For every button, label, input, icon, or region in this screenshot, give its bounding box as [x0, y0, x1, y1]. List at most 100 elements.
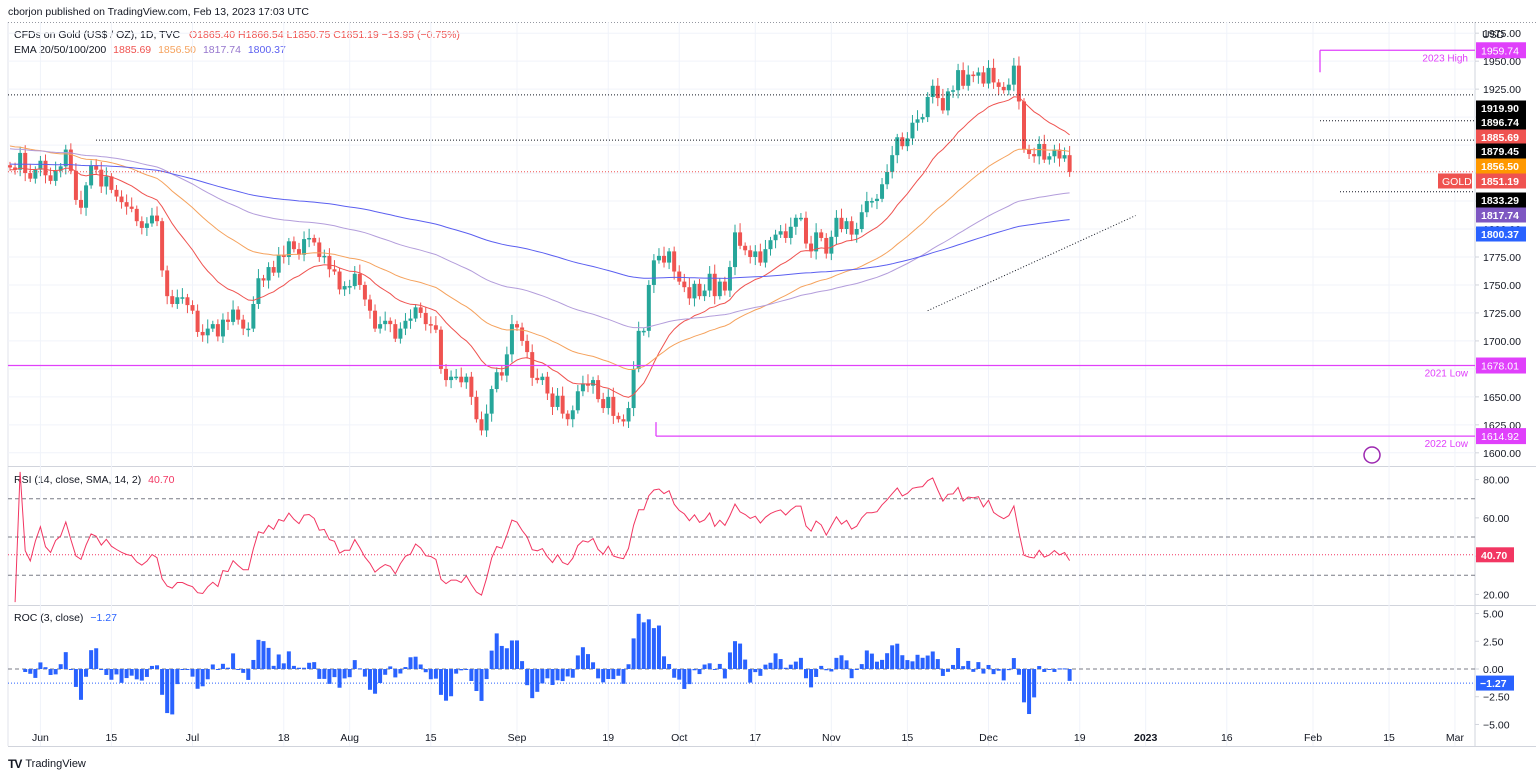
- roc-bar: [545, 669, 550, 679]
- candle-body: [220, 319, 225, 337]
- roc-bar: [651, 628, 656, 669]
- candle-body: [119, 196, 124, 203]
- candle-body: [1032, 154, 1037, 157]
- candle-body: [43, 160, 48, 176]
- roc-pane: 5.00 2.50 0.00 −2.50 −5.00 −1.27: [8, 609, 1514, 731]
- roc-bar: [945, 669, 950, 672]
- candle-body: [58, 166, 63, 171]
- roc-bar: [611, 669, 616, 680]
- candle-body: [905, 138, 910, 147]
- candle-body: [155, 215, 160, 222]
- roc-bar: [48, 669, 53, 675]
- roc-bar: [748, 669, 753, 683]
- roc-bar: [798, 657, 803, 669]
- candle-body: [499, 372, 504, 376]
- candle-body: [251, 303, 256, 329]
- roc-bar: [722, 669, 727, 679]
- candle-body: [793, 217, 798, 227]
- roc-bar: [981, 669, 986, 674]
- roc-bar: [874, 661, 879, 669]
- roc-bar: [753, 669, 758, 673]
- roc-bar: [469, 669, 474, 681]
- time-tick-label: Mar: [1446, 732, 1465, 744]
- roc-bar: [1047, 669, 1052, 670]
- roc-bar: [520, 661, 525, 669]
- candle-body: [1047, 156, 1052, 160]
- roc-bar: [809, 669, 814, 688]
- roc-bar: [322, 669, 327, 679]
- roc-bar: [291, 665, 296, 669]
- ema200-line: [9, 163, 1070, 279]
- candle-body: [641, 330, 646, 333]
- candle-body: [403, 320, 408, 329]
- annotation-2023-high-tag: [1476, 42, 1526, 59]
- candle-body: [94, 165, 99, 170]
- roc-bar: [114, 669, 119, 675]
- candle-body: [170, 296, 175, 304]
- time-tick-label: 2023: [1134, 732, 1158, 744]
- roc-bar: [667, 663, 672, 669]
- price-tick-label: 1650.00: [1483, 392, 1521, 404]
- roc-bar: [362, 669, 367, 677]
- candle-body: [839, 217, 844, 230]
- candle-body: [449, 376, 454, 381]
- roc-bar: [215, 669, 220, 670]
- roc-bar: [28, 669, 33, 674]
- roc-bar: [494, 633, 499, 669]
- candle-body: [332, 269, 337, 272]
- roc-last-tag-text: −1.27: [1480, 678, 1507, 690]
- candle-body: [479, 419, 484, 431]
- candle-body: [281, 254, 286, 257]
- roc-bar: [854, 669, 859, 670]
- roc-bar: [1067, 669, 1072, 681]
- roc-bar: [246, 669, 251, 680]
- symbol-line: CFDs on Gold (US$ / OZ), 1D, TVC O1865.4…: [14, 29, 460, 41]
- candle-body: [1022, 101, 1026, 150]
- roc-bar: [844, 660, 849, 669]
- roc-bar: [585, 654, 590, 669]
- candle-body: [961, 70, 966, 86]
- price-tick-label: 1775.00: [1483, 252, 1521, 264]
- candle-body: [1011, 65, 1016, 85]
- annotation-2021-low-tag-text: 1678.01: [1481, 361, 1519, 373]
- roc-bar: [646, 619, 651, 669]
- candle-body: [261, 278, 266, 281]
- candle-body: [367, 299, 372, 311]
- roc-bar: [880, 659, 885, 669]
- roc-bar: [656, 625, 661, 669]
- roc-bar: [1022, 669, 1026, 703]
- roc-bar: [530, 669, 535, 699]
- roc-bar: [996, 669, 1001, 671]
- time-tick-label: Jun: [32, 732, 49, 744]
- candle-body: [373, 310, 378, 329]
- roc-bar: [261, 641, 266, 669]
- roc-bar: [449, 669, 454, 697]
- price-tag-last: [1476, 173, 1526, 189]
- time-tick-label: Nov: [822, 732, 841, 744]
- candle-body: [829, 236, 834, 254]
- time-tick-label: Feb: [1304, 732, 1322, 744]
- ema50-line: [9, 145, 1070, 370]
- candle-body: [555, 395, 560, 407]
- candle-body: [180, 297, 185, 299]
- roc-bar: [935, 659, 940, 669]
- symbol-name: CFDs on Gold (US$ / OZ), 1D, TVC: [14, 29, 181, 41]
- roc-bar: [302, 667, 307, 669]
- roc-bar: [119, 669, 124, 683]
- candle-body: [33, 169, 38, 179]
- roc-bar: [438, 669, 443, 695]
- candle-body: [677, 271, 682, 282]
- roc-bar: [124, 669, 129, 679]
- roc-bar: [459, 669, 464, 671]
- roc-bar: [479, 669, 484, 701]
- candle-body: [854, 229, 859, 235]
- candle-body: [23, 152, 28, 174]
- candle-body: [560, 395, 565, 414]
- candle-body: [109, 176, 114, 190]
- roc-bar: [144, 669, 149, 677]
- candles: [8, 56, 1072, 437]
- roc-bar: [986, 664, 991, 669]
- roc-bar: [535, 669, 540, 692]
- roc-bar: [966, 660, 971, 669]
- roc-bar: [834, 657, 839, 669]
